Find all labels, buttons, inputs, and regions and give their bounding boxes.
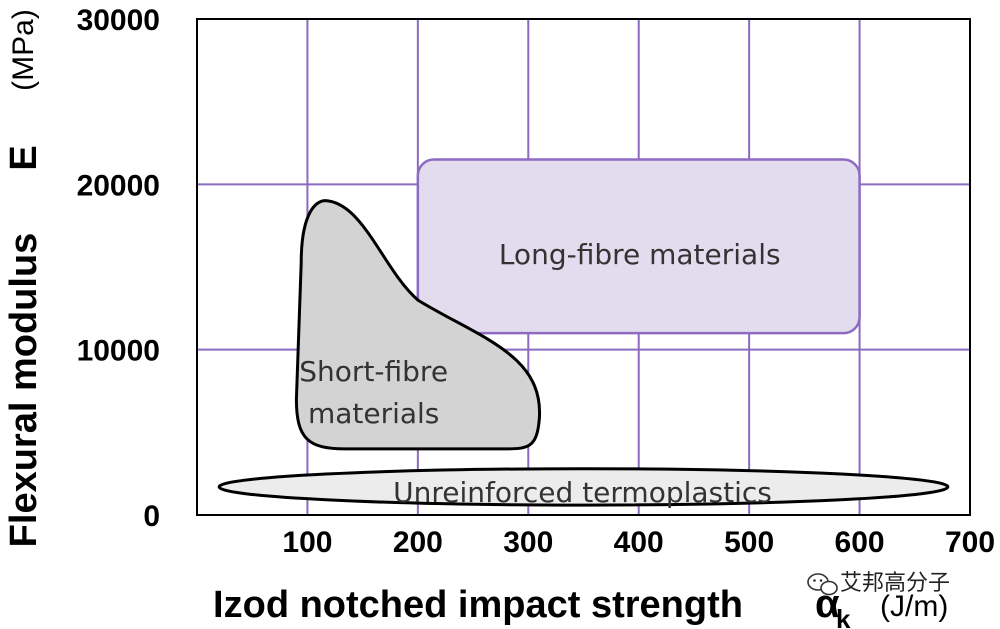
region-unreinforced [217,467,950,507]
label-unreinforced: Unreinforced termoplastics [393,476,772,509]
regions: Long-fibre materials Short-fibre materials… [217,158,950,509]
watermark-text: 艾邦高分子 [840,571,950,596]
x-tick-label-1: 200 [393,526,443,559]
y-tick-labels: 0 10000 20000 30000 [77,4,160,533]
x-tick-label-6: 700 [945,526,995,559]
y-tick-label-2: 20000 [77,169,160,202]
y-axis-title: Flexural modulus [3,233,45,548]
region-long-fibre [416,158,861,335]
x-tick-label-4: 500 [724,526,774,559]
x-tick-label-0: 100 [282,526,332,559]
label-long-fibre: Long-fibre materials [499,238,781,271]
watermark: 艾邦高分子 [807,571,950,596]
x-axis-symbol-subscript: k [836,604,851,629]
label-short-fibre: Short-fibre materials [299,355,448,430]
x-tick-labels: 100 200 300 400 500 600 700 [282,526,995,559]
y-tick-label-0: 0 [143,500,160,533]
x-tick-label-5: 600 [835,526,885,559]
wechat-icon [807,573,838,596]
y-axis-symbol: E [3,145,45,170]
y-tick-label-3: 30000 [77,4,160,37]
y-tick-label-1: 10000 [77,335,160,368]
x-axis-title: Izod notched impact strength [213,584,743,626]
x-axis-unit: (J/m) [880,590,948,623]
x-tick-label-2: 300 [503,526,553,559]
region-short-fibre [294,199,541,451]
x-tick-label-3: 400 [614,526,664,559]
plot-frame [196,18,971,516]
y-axis-unit: (MPa) [7,9,40,91]
